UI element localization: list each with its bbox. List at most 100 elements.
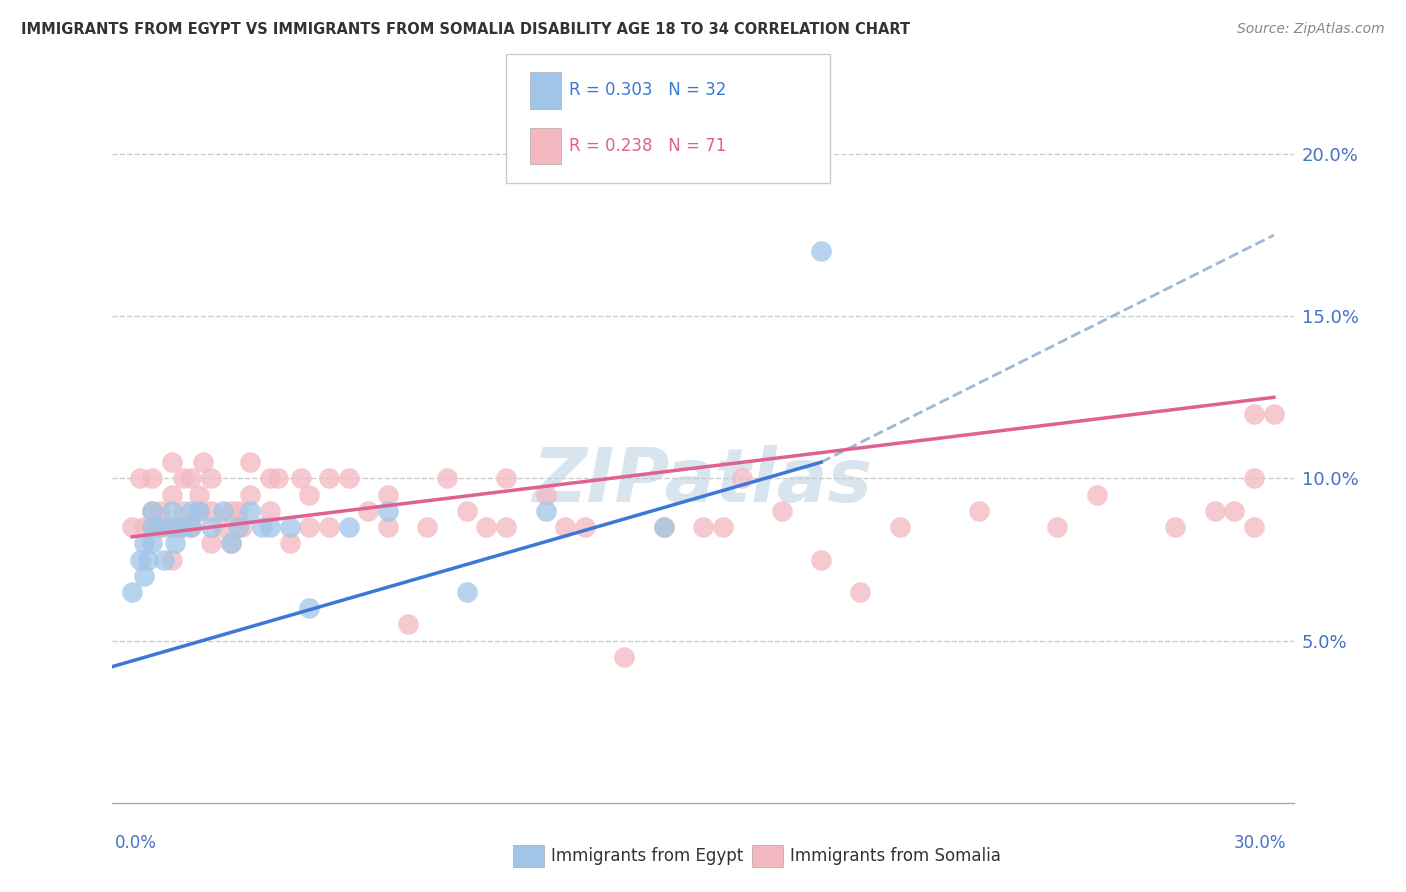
Point (160, 504, 183, 518)
Point (318, 471, 340, 485)
Point (160, 488, 183, 502)
Point (160, 552, 183, 566)
Point (141, 504, 163, 518)
Point (574, 520, 596, 534)
Point (239, 488, 262, 502)
Text: IMMIGRANTS FROM EGYPT VS IMMIGRANTS FROM SOMALIA DISABILITY AGE 18 TO 34 CORRELA: IMMIGRANTS FROM EGYPT VS IMMIGRANTS FROM… (21, 22, 910, 37)
Point (188, 488, 211, 502)
Point (1046, 520, 1069, 534)
Point (149, 520, 172, 534)
Point (1243, 471, 1265, 485)
Point (141, 520, 163, 534)
Text: Immigrants from Somalia: Immigrants from Somalia (790, 847, 1001, 865)
Point (534, 504, 557, 518)
Point (613, 649, 636, 664)
Point (136, 552, 159, 566)
Point (200, 536, 222, 550)
Point (278, 536, 301, 550)
Point (141, 504, 163, 518)
Point (160, 455, 183, 469)
Point (652, 520, 675, 534)
Point (889, 520, 911, 534)
Point (259, 504, 281, 518)
Point (770, 504, 793, 518)
Point (132, 536, 155, 550)
Point (267, 471, 290, 485)
Point (810, 552, 832, 566)
Point (219, 536, 242, 550)
Point (1263, 407, 1285, 421)
Point (180, 504, 202, 518)
Point (129, 552, 152, 566)
Point (1164, 520, 1187, 534)
Point (239, 504, 262, 518)
Text: Immigrants from Egypt: Immigrants from Egypt (551, 847, 744, 865)
Point (377, 504, 399, 518)
Point (129, 471, 152, 485)
Point (211, 504, 233, 518)
Point (228, 520, 250, 534)
Point (228, 504, 250, 518)
Point (298, 520, 321, 534)
Point (436, 471, 458, 485)
Point (318, 520, 340, 534)
Point (259, 471, 281, 485)
Text: ZIPatlas: ZIPatlas (533, 445, 873, 518)
Point (200, 504, 222, 518)
Point (495, 471, 517, 485)
Point (141, 520, 163, 534)
Point (239, 455, 262, 469)
Point (180, 520, 202, 534)
Point (165, 536, 187, 550)
Point (337, 520, 360, 534)
Point (172, 471, 194, 485)
Text: R = 0.238   N = 71: R = 0.238 N = 71 (569, 136, 727, 155)
Point (259, 520, 281, 534)
Point (1243, 407, 1265, 421)
Point (652, 520, 675, 534)
Point (849, 585, 872, 599)
Point (495, 520, 517, 534)
Point (132, 568, 155, 582)
Point (711, 520, 734, 534)
Point (149, 504, 172, 518)
Point (692, 520, 714, 534)
Point (554, 520, 576, 534)
Point (219, 504, 242, 518)
Point (200, 471, 222, 485)
Point (377, 520, 399, 534)
Text: 0.0%: 0.0% (115, 834, 157, 852)
Point (1204, 504, 1226, 518)
Point (188, 504, 211, 518)
Point (152, 552, 174, 566)
Point (121, 520, 143, 534)
Point (357, 504, 380, 518)
Point (810, 244, 832, 259)
Point (298, 601, 321, 615)
Point (172, 504, 194, 518)
Point (534, 488, 557, 502)
Point (141, 536, 163, 550)
Point (290, 471, 312, 485)
Text: R = 0.303   N = 32: R = 0.303 N = 32 (569, 81, 727, 100)
Point (298, 488, 321, 502)
Point (416, 520, 439, 534)
Point (172, 520, 194, 534)
Point (1243, 520, 1265, 534)
Point (278, 520, 301, 534)
Point (250, 520, 273, 534)
Point (456, 585, 478, 599)
Point (456, 504, 478, 518)
Point (1085, 488, 1108, 502)
Point (1223, 504, 1246, 518)
Point (211, 520, 233, 534)
Point (160, 520, 183, 534)
Point (337, 471, 360, 485)
Point (219, 536, 242, 550)
Text: 30.0%: 30.0% (1234, 834, 1286, 852)
Point (967, 504, 990, 518)
Point (231, 520, 253, 534)
Point (132, 520, 155, 534)
Point (180, 520, 202, 534)
Point (141, 471, 163, 485)
